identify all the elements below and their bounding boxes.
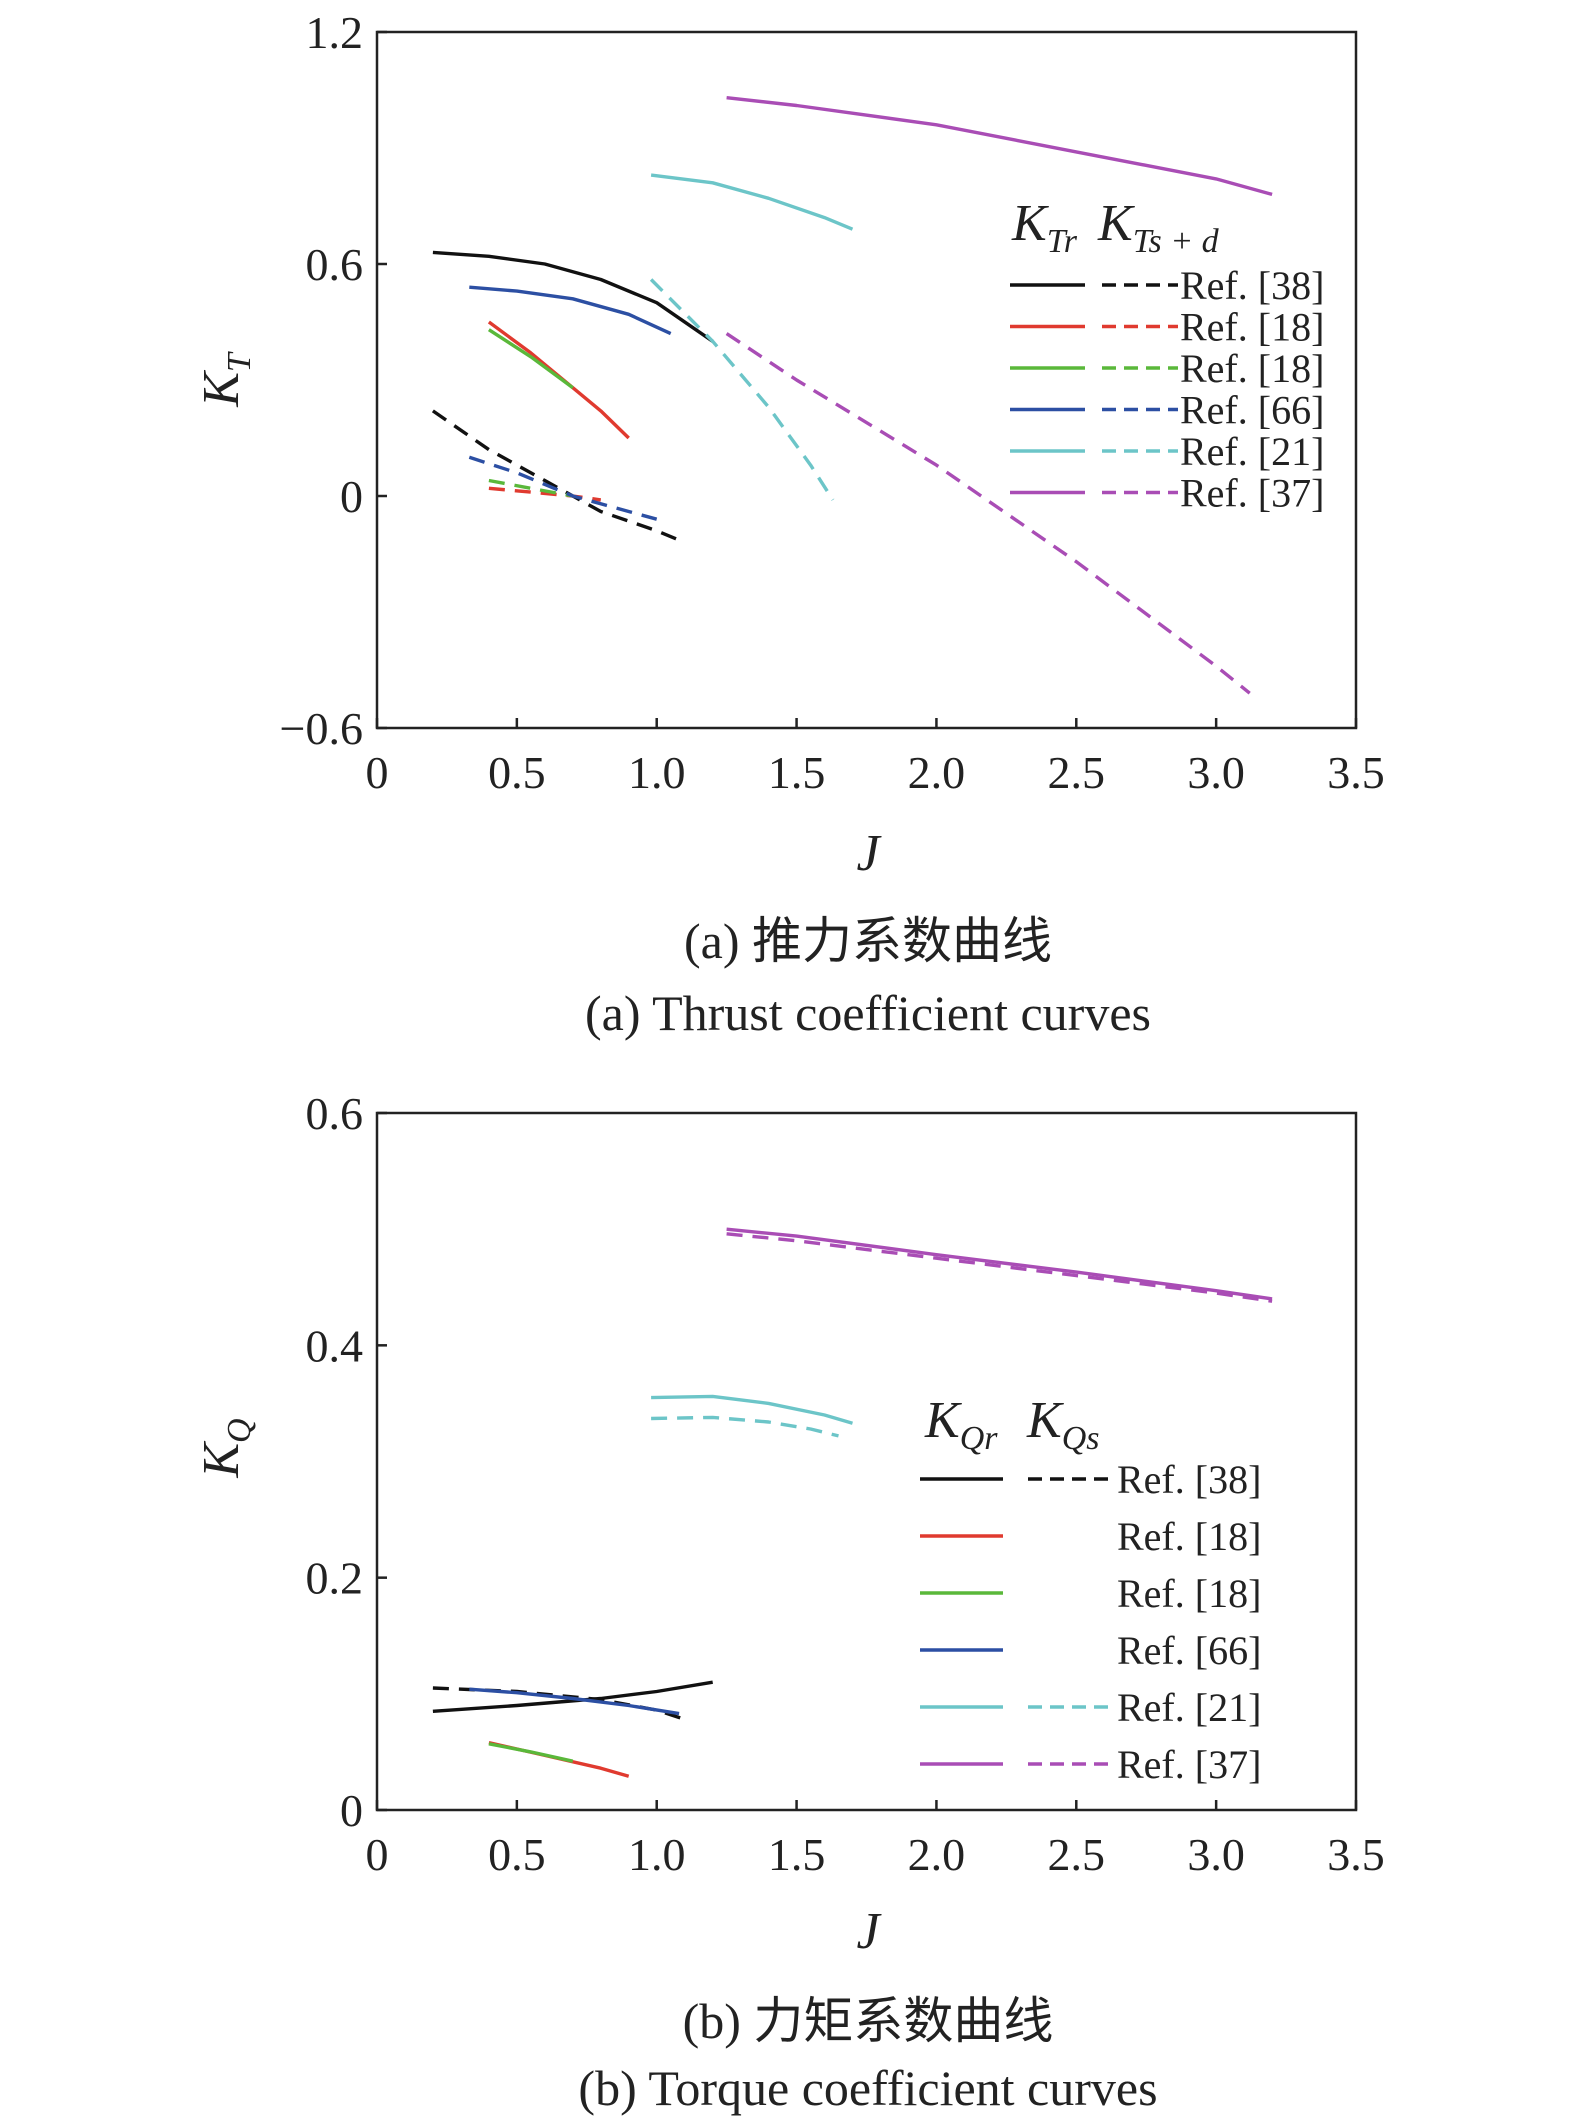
thrust-series-8-solid-line [650,173,854,231]
torque-legend-header-dashed-sub: Qs [1062,1420,1100,1457]
thrust-legend-label-4: Ref. [21] [1180,429,1324,474]
torque-y-tick-label-0: 0 [340,1785,363,1836]
torque-y-tick-label-1: 0.2 [306,1553,364,1604]
thrust-caption-en: (a) Thrust coefficient curves [585,985,1151,1041]
thrust-x-tick-label-6: 3.0 [1187,747,1245,798]
thrust-legend-header-solid: KTr [1011,195,1078,260]
thrust-y-axis-label: KT [193,351,258,408]
torque-x-tick-label-7: 3.5 [1327,1829,1385,1880]
torque-legend-header-solid-main: K [924,1392,962,1449]
torque-x-tick-label-2: 1.0 [628,1829,686,1880]
torque-x-tick-label-5: 2.5 [1048,1829,1106,1880]
torque-y-axis-label-main: K [193,1441,250,1479]
thrust-y-tick-label-0: −0.6 [280,703,363,754]
thrust-caption-cn: (a) 推力系数曲线 [684,913,1052,969]
torque-caption-en: (b) Torque coefficient curves [578,2060,1157,2116]
torque-legend-label-0: Ref. [38] [1117,1457,1261,1502]
thrust-legend-header-dashed-sub: Ts + d [1133,223,1220,260]
torque-x-tick-label-4: 2.0 [908,1829,966,1880]
torque-plot-frame [375,1111,1358,1812]
torque-legend-label-5: Ref. [37] [1117,1742,1261,1787]
thrust-legend-header-solid-sub: Tr [1047,223,1078,260]
thrust-x-axis-label: J [856,825,882,882]
thrust-legend-label-0: Ref. [38] [1180,263,1324,308]
thrust-y-axis-label-main: K [193,370,250,408]
thrust-legend-rows: Ref. [38]Ref. [18]Ref. [18]Ref. [66]Ref.… [1010,263,1324,516]
torque-x-tick-label-3: 1.5 [768,1829,826,1880]
torque-legend-header-dashed: KQs [1026,1392,1099,1457]
thrust-series-6-solid-line [469,285,672,336]
torque-y-tick-label-2: 0.4 [306,1320,364,1371]
thrust-x-tick-label-7: 3.5 [1327,747,1385,798]
thrust-series-10-solid-line [726,96,1273,197]
thrust-chart: 0 0.5 1.0 1.5 2.0 2.5 3.0 3.5 −0.600.61.2 J KT … [193,7,1385,1041]
torque-series-layer [432,1227,1273,1778]
torque-series-5-solid-line [651,1394,853,1425]
thrust-series-7-dashed-line [468,455,658,521]
thrust-legend-header-dashed-main: K [1097,195,1135,252]
torque-series-6-dashed-line [651,1415,839,1438]
torque-x-ticks: 0 0.5 1.0 1.5 2.0 2.5 3.0 3.5 [366,1800,1385,1880]
torque-series-3-solid-line [488,1742,574,1763]
thrust-series-4-solid-line [487,328,574,390]
torque-x-tick-label-6: 3.0 [1187,1829,1245,1880]
thrust-x-tick-label-3: 1.5 [768,747,826,798]
thrust-series-0-solid-line [432,250,714,343]
torque-legend: KQr KQs Ref. [38]Ref. [18]Ref. [18]Ref. … [920,1392,1261,1787]
torque-series-7-solid-line [726,1227,1273,1301]
torque-legend-header-solid-sub: Qr [960,1420,999,1457]
torque-y-axis-label-sub: Q [221,1418,258,1443]
thrust-x-tick-label-0: 0 [366,747,389,798]
thrust-y-tick-label-3: 1.2 [306,7,364,58]
thrust-legend-label-3: Ref. [66] [1180,388,1324,433]
thrust-x-tick-label-4: 2.0 [908,747,966,798]
torque-legend-label-1: Ref. [18] [1117,1514,1261,1559]
thrust-legend-label-1: Ref. [18] [1180,305,1324,350]
thrust-legend-header-solid-main: K [1011,195,1049,252]
thrust-y-tick-label-2: 0.6 [306,239,364,290]
torque-x-axis-label: J [856,1903,882,1960]
thrust-legend: KTr KTs + d Ref. [38]Ref. [18]Ref. [18]R… [1010,195,1324,516]
thrust-legend-header-dashed: KTs + d [1097,195,1220,260]
torque-y-ticks: 0 0.2 0.4 0.6 [306,1088,387,1836]
torque-caption-cn: (b) 力矩系数曲线 [683,1993,1054,2049]
thrust-legend-label-5: Ref. [37] [1180,471,1324,516]
torque-legend-header-solid: KQr [924,1392,998,1457]
torque-legend-label-3: Ref. [66] [1117,1628,1261,1673]
thrust-series-11-dashed-line [725,332,1251,695]
thrust-x-tick-label-2: 1.0 [628,747,686,798]
torque-legend-rows: Ref. [38] Ref. [18] Ref. [18] Ref. [66] Ref.… [920,1457,1261,1787]
torque-legend-label-2: Ref. [18] [1117,1571,1261,1616]
torque-legend-label-4: Ref. [21] [1117,1685,1261,1730]
torque-series-8-dashed-line [726,1232,1273,1303]
thrust-series-9-dashed-line [649,278,835,501]
thrust-y-axis-label-sub: T [221,351,258,372]
torque-chart: 0 0.5 1.0 1.5 2.0 2.5 3.0 3.5 00.20.40.6 J KQ K… [193,1088,1385,2116]
torque-legend-header-dashed-main: K [1026,1392,1064,1449]
torque-x-tick-label-1: 0.5 [488,1829,546,1880]
thrust-plot-frame [375,30,1358,730]
torque-x-tick-label-0: 0 [366,1829,389,1880]
thrust-x-tick-label-1: 0.5 [488,747,546,798]
thrust-series-5-dashed-line [488,478,574,498]
thrust-series-layer [431,96,1273,695]
torque-y-tick-label-3: 0.6 [306,1088,364,1139]
thrust-x-ticks: 0 0.5 1.0 1.5 2.0 2.5 3.0 3.5 [366,718,1385,798]
torque-series-4-solid-line [469,1687,680,1716]
thrust-y-tick-label-1: 0 [340,471,363,522]
thrust-legend-label-2: Ref. [18] [1180,346,1324,391]
torque-y-axis-label: KQ [193,1418,258,1478]
thrust-x-tick-label-5: 2.5 [1048,747,1106,798]
thrust-series-3-dashed-line [488,486,602,502]
thrust-y-ticks: −0.6 0 0.6 1.2 [280,7,387,754]
